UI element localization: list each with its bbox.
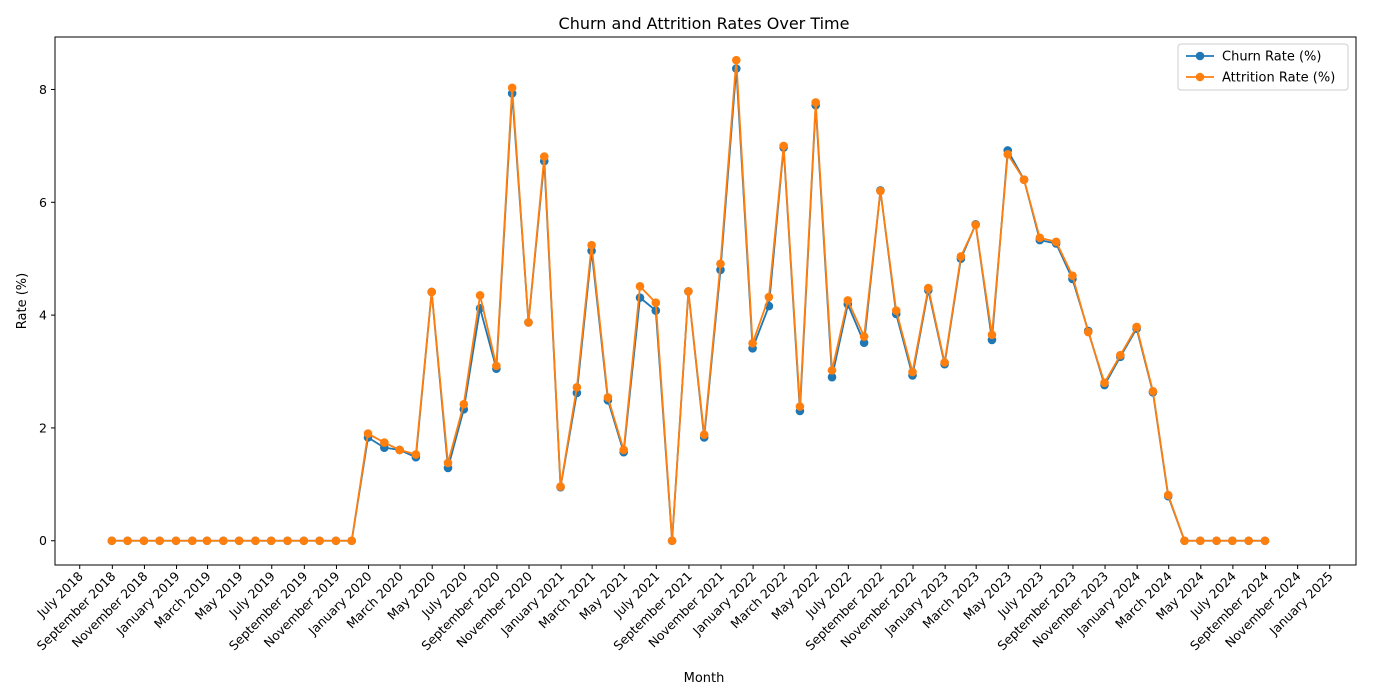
- series-attrition-rate: [107, 55, 1270, 546]
- data-point: [1019, 175, 1029, 185]
- data-point: [1148, 386, 1158, 396]
- data-point: [283, 536, 292, 546]
- y-tick-label: 4: [39, 308, 47, 323]
- data-point: [908, 367, 917, 377]
- data-point: [188, 536, 197, 546]
- data-point: [251, 536, 260, 546]
- legend-frame: [1177, 43, 1349, 91]
- data-point: [1195, 536, 1205, 546]
- data-point: [266, 536, 276, 546]
- data-point: [795, 402, 805, 411]
- data-point: [507, 83, 517, 93]
- data-point: [539, 152, 549, 161]
- data-point: [876, 186, 885, 196]
- data-point: [234, 536, 244, 546]
- legend-marker: [1195, 72, 1205, 82]
- data-point: [219, 536, 228, 546]
- data-point: [716, 259, 725, 269]
- data-point: [475, 291, 485, 300]
- data-point: [299, 536, 309, 546]
- data-point: [843, 296, 853, 305]
- data-point: [1051, 237, 1061, 247]
- data-point: [811, 98, 821, 107]
- data-point: [956, 252, 966, 261]
- y-tick-label: 2: [39, 420, 47, 435]
- data-point: [347, 536, 357, 546]
- data-point: [699, 430, 709, 439]
- y-axis: 0 2 4 6 8: [39, 82, 55, 548]
- legend-marker: [1195, 51, 1205, 61]
- data-point: [859, 338, 869, 348]
- y-axis-label: Rate (%): [15, 273, 30, 329]
- data-point: [459, 399, 469, 409]
- data-point: [667, 536, 677, 546]
- series-layer: [107, 55, 1270, 546]
- data-point: [859, 332, 869, 341]
- data-point: [1260, 536, 1270, 546]
- chart-title: Churn and Attrition Rates Over Time: [559, 14, 850, 33]
- data-point: [731, 55, 741, 65]
- data-point: [443, 458, 453, 468]
- series-line: [111, 59, 1265, 542]
- data-point: [572, 383, 582, 392]
- data-point: [1228, 536, 1237, 546]
- legend-label: Attrition Rate (%): [1222, 71, 1335, 86]
- data-point: [1132, 322, 1141, 332]
- data-point: [779, 141, 788, 151]
- data-point: [940, 358, 949, 367]
- y-tick-label: 0: [39, 533, 47, 548]
- y-tick-label: 6: [39, 195, 47, 210]
- data-point: [1083, 327, 1093, 337]
- data-point: [764, 292, 774, 302]
- data-point: [987, 330, 997, 340]
- data-point: [827, 366, 837, 375]
- data-point: [139, 536, 149, 546]
- data-point: [1180, 536, 1189, 546]
- data-point: [1244, 536, 1253, 546]
- legend-label: Churn Rate (%): [1222, 50, 1321, 65]
- data-point: [748, 339, 757, 348]
- data-point: [891, 306, 901, 315]
- data-point: [380, 438, 389, 447]
- data-point: [619, 445, 628, 455]
- data-point: [1003, 150, 1013, 159]
- data-point: [1163, 490, 1173, 500]
- data-point: [524, 318, 533, 327]
- data-point: [924, 283, 933, 293]
- data-point: [202, 536, 212, 546]
- data-point: [827, 372, 837, 382]
- data-point: [556, 482, 565, 491]
- data-point: [155, 536, 164, 546]
- data-point: [1100, 378, 1109, 388]
- data-point: [971, 220, 980, 230]
- y-tick-label: 8: [39, 82, 47, 97]
- data-point: [411, 450, 421, 459]
- data-point: [1116, 350, 1125, 360]
- data-point: [1035, 233, 1045, 243]
- data-point: [363, 429, 373, 438]
- data-point: [1212, 536, 1221, 546]
- data-point: [635, 282, 645, 291]
- data-point: [331, 536, 341, 546]
- data-point: [123, 536, 132, 546]
- data-point: [492, 361, 501, 371]
- plot-area-frame: [54, 36, 1357, 566]
- data-point: [1068, 271, 1077, 280]
- data-point: [315, 536, 324, 546]
- data-point: [603, 393, 613, 402]
- data-point: [395, 445, 404, 455]
- data-point: [684, 287, 693, 296]
- legend: Churn Rate (%) Attrition Rate (%): [1177, 43, 1349, 91]
- data-point: [427, 287, 436, 297]
- data-point: [587, 240, 596, 250]
- data-point: [107, 536, 117, 546]
- x-axis-label: Month: [684, 671, 725, 686]
- data-point: [171, 536, 181, 546]
- data-point: [651, 298, 661, 307]
